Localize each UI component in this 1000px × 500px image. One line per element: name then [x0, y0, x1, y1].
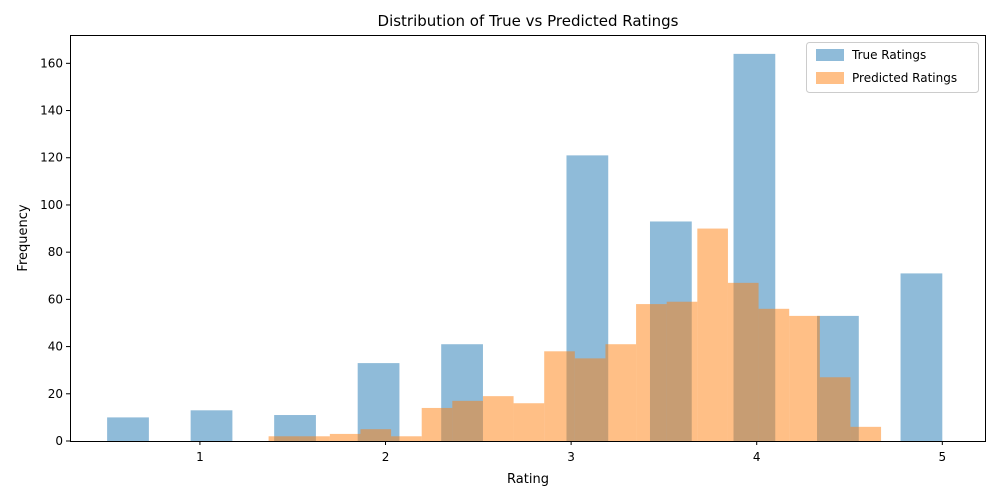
- y-tick-label: 160: [40, 56, 63, 70]
- predicted-ratings-bar-1: [299, 436, 330, 441]
- predicted-ratings-bar-9: [544, 351, 575, 441]
- legend-label-predicted-ratings: Predicted Ratings: [852, 71, 957, 85]
- predicted-ratings-bar-11: [605, 344, 637, 441]
- y-tick-label: 120: [40, 151, 63, 165]
- predicted-ratings-bar-10: [574, 358, 606, 441]
- y-tick-label: 80: [48, 245, 63, 259]
- legend: True Ratings Predicted Ratings: [806, 42, 979, 93]
- true-ratings-bar-3: [357, 363, 400, 441]
- y-tick-label: 100: [40, 198, 63, 212]
- predicted-ratings-bar-19: [850, 426, 882, 441]
- predicted-ratings-bar-14: [697, 228, 728, 441]
- x-axis-ticks: 1 2 3 4 5: [196, 441, 946, 464]
- chart-title: Distribution of True vs Predicted Rating…: [378, 12, 679, 30]
- y-axis-ticks: 0 20 40 60 80 100 120 140 160: [40, 56, 70, 448]
- predicted-ratings-bar-12: [636, 304, 667, 441]
- predicted-ratings-bar-13: [666, 301, 698, 441]
- predicted-ratings-bar-18: [819, 377, 851, 441]
- true-ratings-bar-1: [190, 410, 233, 441]
- x-tick-label: 4: [753, 450, 761, 464]
- legend-box: [806, 42, 979, 93]
- predicted-ratings-bar-17: [789, 315, 820, 441]
- predicted-ratings-bar-3: [360, 429, 392, 441]
- x-tick-label: 5: [938, 450, 946, 464]
- x-tick-label: 1: [196, 450, 204, 464]
- true-ratings-bar-0: [107, 417, 149, 441]
- y-tick-label: 0: [55, 434, 63, 448]
- legend-swatch-true-ratings: [816, 49, 844, 61]
- legend-label-true-ratings: True Ratings: [851, 48, 926, 62]
- y-axis-label: Frequency: [16, 204, 31, 271]
- predicted-ratings-bar-16: [758, 308, 790, 441]
- x-tick-label: 3: [567, 450, 575, 464]
- predicted-ratings-bar-6: [452, 400, 483, 441]
- predicted-ratings-bar-4: [391, 436, 422, 441]
- predicted-ratings-bar-15: [727, 282, 759, 441]
- predicted-ratings-bar-7: [482, 396, 514, 441]
- predicted-ratings-bar-0: [268, 436, 300, 441]
- plot-frame: [70, 35, 986, 442]
- y-tick-label: 140: [40, 104, 63, 118]
- legend-swatch-predicted-ratings: [816, 72, 844, 84]
- predicted-ratings-bar-8: [513, 403, 545, 441]
- true-ratings-bar-9: [900, 273, 943, 441]
- x-tick-label: 2: [382, 450, 390, 464]
- y-tick-label: 20: [48, 387, 63, 401]
- series-predicted-ratings: [268, 228, 882, 441]
- predicted-ratings-bar-2: [329, 433, 361, 441]
- bars-layer: [107, 53, 943, 441]
- y-tick-label: 40: [48, 340, 63, 354]
- x-axis-label: Rating: [507, 472, 549, 487]
- y-tick-label: 60: [48, 292, 63, 306]
- predicted-ratings-bar-5: [421, 407, 453, 441]
